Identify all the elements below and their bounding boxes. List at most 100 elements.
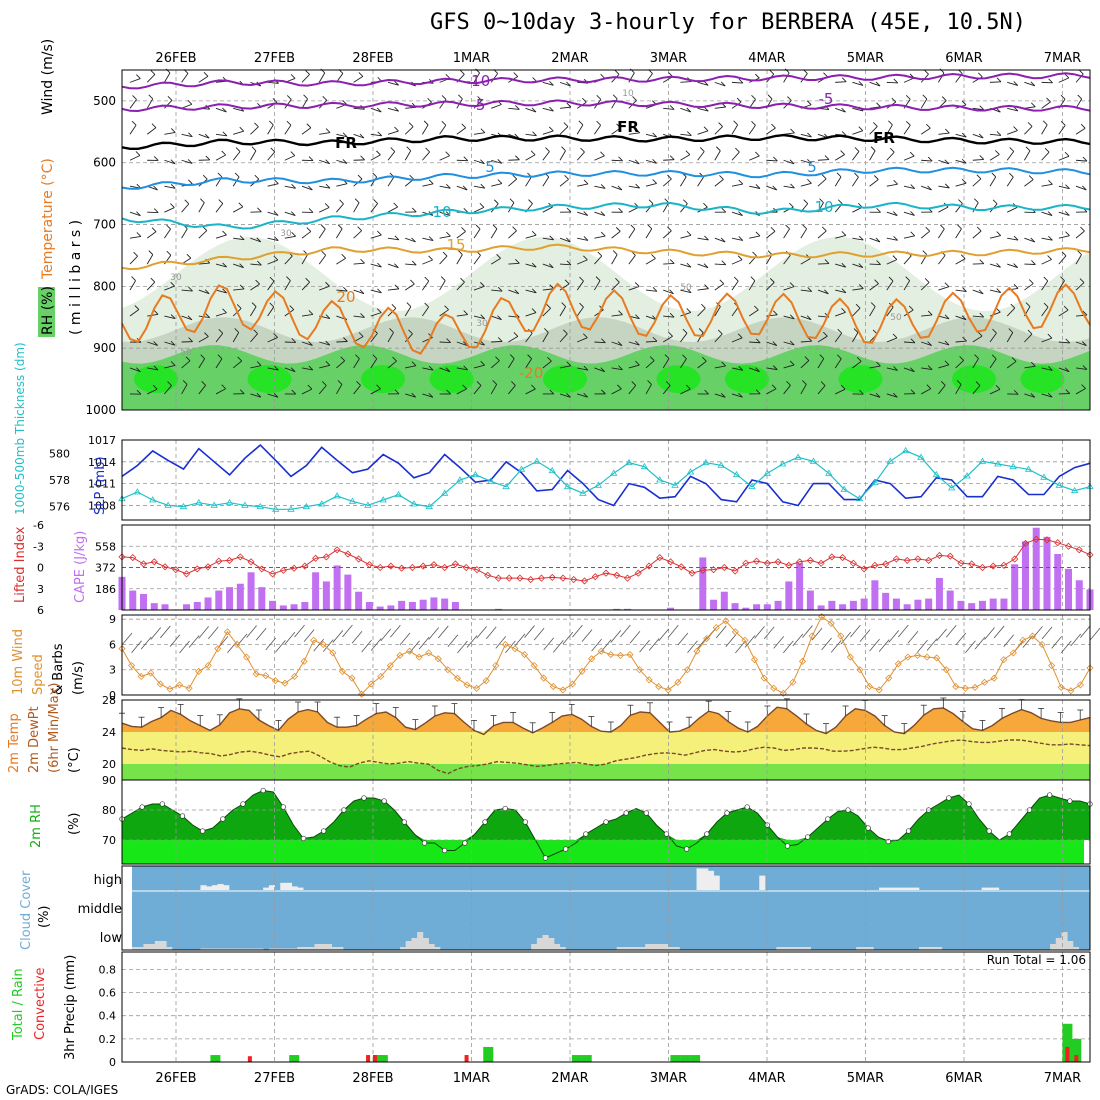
wind-barb [491,315,502,321]
cape-bar [753,604,761,610]
wind-barb [129,309,140,317]
wind-barb [456,388,467,395]
wind-barb-flag [685,384,691,390]
wind-barb-flag [669,312,675,318]
precip-convective-bar [366,1055,371,1062]
wind-barb [1058,125,1066,135]
cape-bar [742,607,750,610]
wind10m-barb [160,625,171,639]
wind-barb [422,151,430,161]
wind-barb-flag [203,71,209,77]
cape-bar [882,592,890,610]
wind-barb-flag [927,341,932,346]
precip-total-bar [581,1055,592,1062]
wind-barb-flag [733,276,739,282]
cloud-low-bar [154,941,161,950]
wind-barb-flag [445,74,451,79]
contour-label: -10 [466,72,491,90]
wind-barb-flag [682,354,687,360]
wind-speed-marker [770,684,778,692]
wind-barb [525,176,532,187]
wind-barb-flag [423,120,429,126]
wind-barb [628,72,635,83]
wind-barb-flag [976,174,982,180]
wind-barb [697,237,709,241]
wind10m-barb [917,639,928,653]
wind-speed-marker [147,669,155,677]
wind-barb-flag [996,262,1001,268]
wind-barb-flag [170,340,176,346]
wind-barb-flag [1030,237,1036,243]
wind-barb [817,335,828,343]
cape-bar [1021,541,1029,610]
lifted-index-marker [602,569,610,577]
wind-barb [594,235,606,239]
wind-barb [164,341,176,346]
wind-barb-flag [358,72,364,77]
wind-barb-flag [669,289,674,295]
cloud-low-bar [149,944,156,950]
wind-barb [577,237,589,241]
wind-barb-flag [427,98,432,103]
lifted-index-marker [882,560,890,568]
wind-barb [766,185,777,191]
wind-barb-flag [595,276,601,281]
wind-barb [1041,183,1053,187]
wind-barb [800,159,812,164]
wind-barb-flag [497,179,503,184]
contour-label: FR [873,129,895,147]
wind-barb [319,132,331,135]
isotherm-line [121,201,1091,230]
wind-speed-marker [501,640,509,649]
wind-barb [284,280,291,291]
wind-barb-flag [944,340,950,346]
wind-barb [920,230,931,239]
wind-barb-flag [735,147,740,153]
wind-barb [473,285,485,291]
wind-barb [680,234,692,239]
wind-barb-flag [440,276,446,281]
wind-barb-flag [977,72,983,78]
lifted-index-marker [559,574,567,582]
lifted-index-marker [774,558,782,566]
temp-tick-label: 24 [102,726,116,739]
wind10m-barb [648,638,660,651]
wind-barb [680,176,687,187]
wind-barb [233,130,244,135]
wind-speed-marker [329,649,337,657]
wind-barb-flag [308,156,314,161]
wind-barb-flag [703,202,708,208]
wind-barb-flag [819,354,825,359]
wind-barb [353,107,365,110]
wind-barb [1006,332,1014,343]
wind-barb [267,183,279,187]
wind-barb [387,81,399,86]
cloud-low-bar [331,947,338,950]
wind-barb [921,159,933,162]
wind-barb-flag [406,302,412,307]
wind-speed-marker [683,666,692,674]
date-label-top: 26FEB [155,51,196,66]
cloud-high-bar [713,875,720,890]
wind-barb [318,254,327,265]
rh-bright-patch [543,365,587,394]
wind10m-barb [955,632,967,646]
lifted-index-marker [935,551,943,560]
wind-barb-flag [131,276,136,281]
wind-barb [800,340,812,343]
wind-barb [284,211,296,217]
wind-barb [1041,259,1052,265]
thickness-marker [948,484,956,491]
wind-barb [387,107,399,112]
wind-barb [456,231,466,239]
wind-barb-flag [736,97,742,103]
cloud-high-bar [223,885,230,890]
wind10m-barb [1032,626,1043,639]
wind-barb-flag [721,260,727,266]
wind-barb [886,337,898,343]
wind10m-barb [399,632,411,646]
wind-barb-flag [974,354,979,359]
thickness-tick-label: 580 [49,447,70,460]
wind-barb-flag [600,151,605,157]
lifted-index-marker [623,574,632,582]
